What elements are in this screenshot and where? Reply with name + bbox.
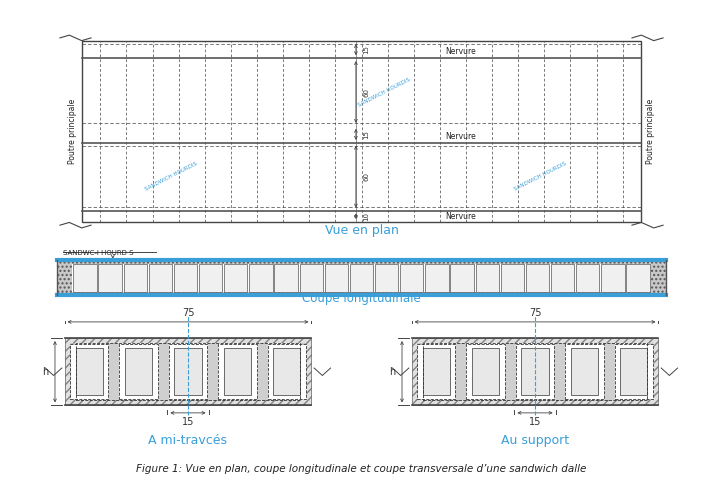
Text: SANDWICH HOURDIS: SANDWICH HOURDIS xyxy=(145,161,198,192)
Bar xyxy=(174,264,197,292)
Bar xyxy=(576,264,599,292)
Bar xyxy=(70,343,75,400)
Bar xyxy=(299,264,323,292)
Text: Poutre principale: Poutre principale xyxy=(646,99,655,164)
Bar xyxy=(375,264,398,292)
Text: A mi-travcés: A mi-travcés xyxy=(148,433,228,446)
Text: h: h xyxy=(389,367,395,377)
Bar xyxy=(501,264,524,292)
Bar xyxy=(620,348,648,396)
Text: Poutre principale: Poutre principale xyxy=(68,99,77,164)
Bar xyxy=(124,264,147,292)
Text: 15: 15 xyxy=(364,45,369,54)
Text: Figure 1: Vue en plan, coupe longitudinale et coupe transversale d’une sandwich : Figure 1: Vue en plan, coupe longitudina… xyxy=(137,464,586,474)
Bar xyxy=(466,344,505,399)
Bar xyxy=(119,344,158,399)
Bar xyxy=(75,343,301,400)
Bar xyxy=(626,264,650,292)
Bar xyxy=(75,348,103,396)
Bar xyxy=(515,344,555,399)
Bar xyxy=(411,338,659,405)
Bar xyxy=(648,343,653,400)
Bar xyxy=(249,264,273,292)
Bar xyxy=(417,343,422,400)
Text: Nervure: Nervure xyxy=(445,132,476,141)
Text: 75: 75 xyxy=(181,308,194,318)
Bar xyxy=(174,348,202,396)
Bar xyxy=(417,344,455,399)
Bar xyxy=(422,343,648,400)
Bar xyxy=(98,264,121,292)
Bar xyxy=(57,261,666,295)
Bar xyxy=(223,348,251,396)
Bar xyxy=(551,264,574,292)
Bar xyxy=(325,264,348,292)
Bar xyxy=(604,343,615,400)
Bar xyxy=(75,343,301,400)
Bar xyxy=(301,343,306,400)
Bar xyxy=(108,343,119,400)
Text: SANDWICH HOURDIS: SANDWICH HOURDIS xyxy=(357,77,411,107)
Bar xyxy=(70,344,108,399)
Text: 10: 10 xyxy=(364,212,369,221)
Bar xyxy=(472,348,500,396)
Bar xyxy=(224,264,247,292)
Bar xyxy=(505,343,515,400)
Bar xyxy=(72,264,651,292)
Text: 60: 60 xyxy=(364,172,369,181)
Bar xyxy=(570,348,598,396)
Text: Au support: Au support xyxy=(501,433,569,446)
Bar xyxy=(476,264,499,292)
Bar xyxy=(615,344,653,399)
Bar xyxy=(565,344,604,399)
Bar xyxy=(425,264,448,292)
Text: 15: 15 xyxy=(364,130,369,139)
Text: Nervure: Nervure xyxy=(445,212,476,221)
Bar xyxy=(602,264,625,292)
Bar xyxy=(526,264,549,292)
Bar xyxy=(218,344,257,399)
Bar xyxy=(158,343,168,400)
Bar xyxy=(275,264,298,292)
Text: SANDWICH HOURDIS: SANDWICH HOURDIS xyxy=(513,161,568,192)
Bar xyxy=(273,348,301,396)
Bar xyxy=(73,264,97,292)
Text: Vue en plan: Vue en plan xyxy=(325,224,398,237)
Bar xyxy=(400,264,424,292)
Bar xyxy=(455,343,466,400)
Bar xyxy=(450,264,474,292)
Bar xyxy=(208,343,218,400)
Bar xyxy=(521,348,549,396)
Bar xyxy=(82,41,641,222)
Text: Nervure: Nervure xyxy=(445,47,476,57)
Bar xyxy=(257,343,268,400)
Bar xyxy=(268,344,306,399)
Bar xyxy=(168,344,208,399)
Bar xyxy=(555,343,565,400)
Bar xyxy=(125,348,153,396)
Text: 15: 15 xyxy=(529,417,542,427)
Bar xyxy=(350,264,373,292)
Bar xyxy=(149,264,172,292)
Text: h: h xyxy=(42,367,48,377)
Text: 60: 60 xyxy=(364,88,369,96)
Bar xyxy=(64,338,312,405)
Bar xyxy=(422,348,450,396)
Text: 15: 15 xyxy=(181,417,194,427)
Text: SANDWC-I HOURD S: SANDWC-I HOURD S xyxy=(63,250,134,256)
Text: 75: 75 xyxy=(529,308,542,318)
Text: Coupe longitudinale: Coupe longitudinale xyxy=(302,293,421,306)
Bar xyxy=(422,343,648,400)
Bar xyxy=(199,264,222,292)
